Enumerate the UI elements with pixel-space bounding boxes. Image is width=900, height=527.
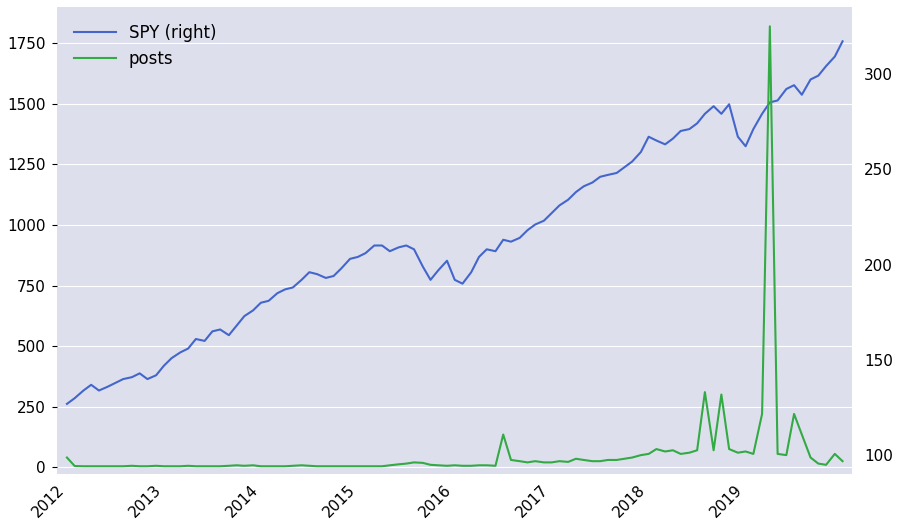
Legend: SPY (right), posts: SPY (right), posts xyxy=(66,15,225,76)
